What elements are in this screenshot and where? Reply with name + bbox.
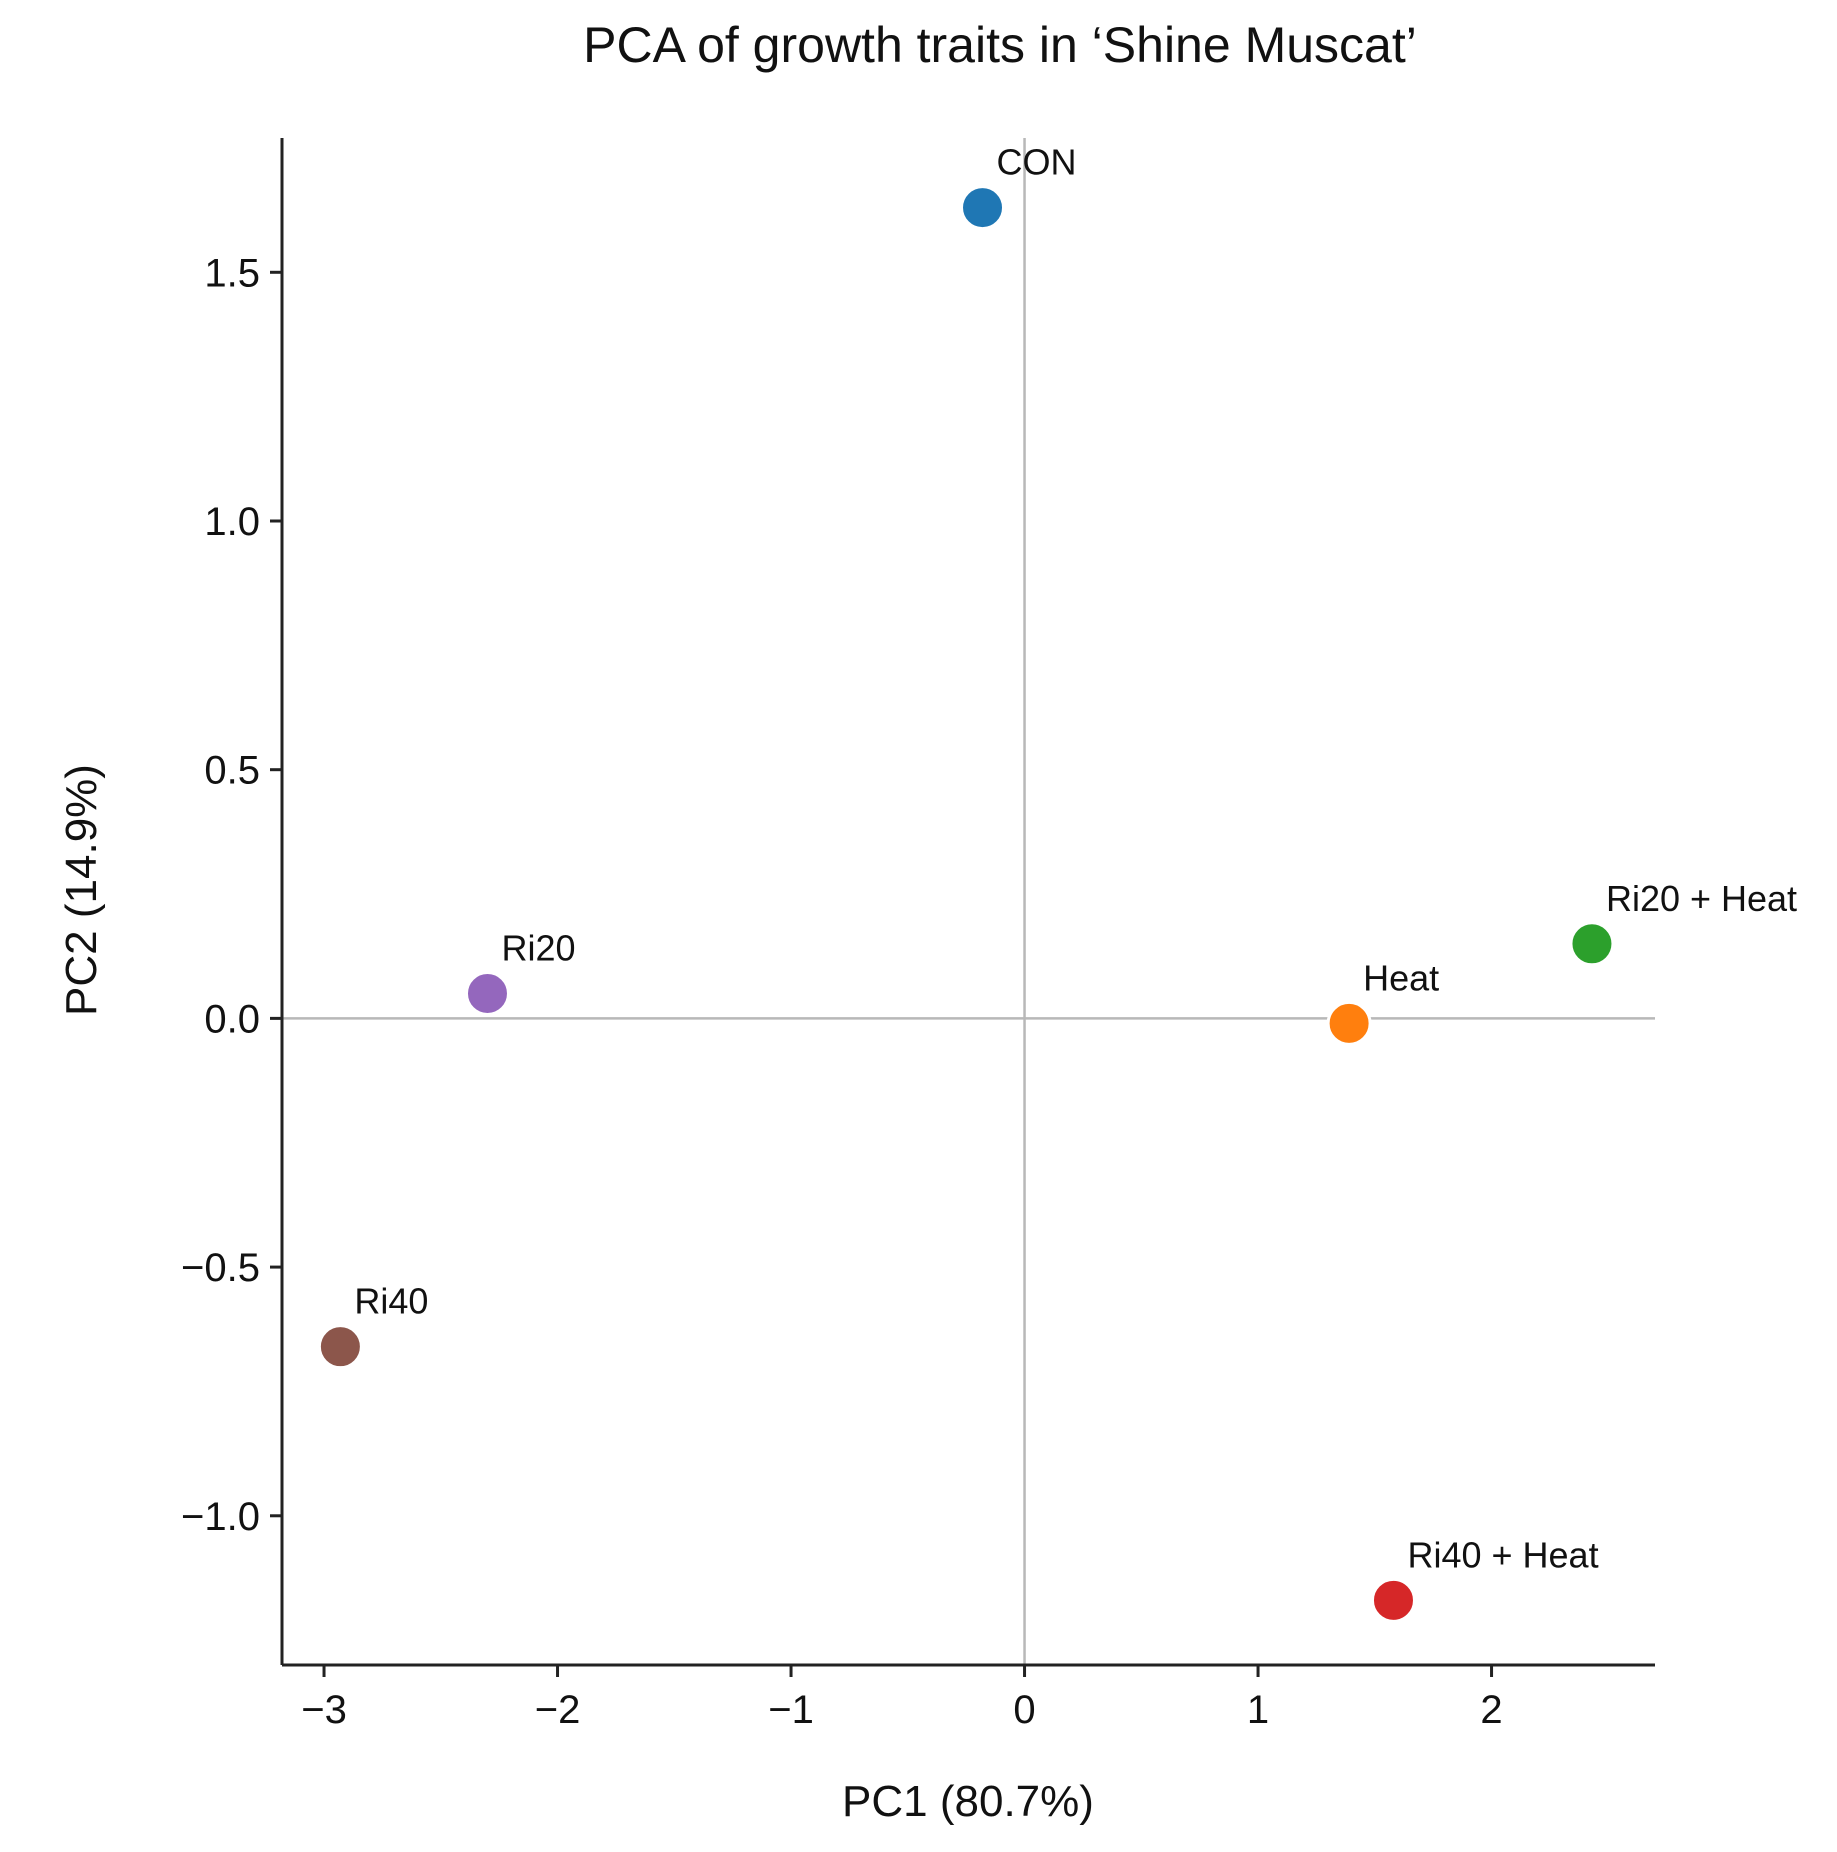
point-label: Ri20 + Heat xyxy=(1606,878,1797,919)
axes xyxy=(280,138,1655,1667)
chart-title: PCA of growth traits in ‘Shine Muscat’ xyxy=(583,17,1417,73)
x-tick-label: 1 xyxy=(1247,1688,1269,1732)
data-point xyxy=(1370,1577,1416,1623)
point-label: Ri20 xyxy=(501,928,575,969)
point-label: Ri40 xyxy=(354,1281,428,1322)
y-tick-label: −0.5 xyxy=(181,1246,260,1290)
x-tick-label: −1 xyxy=(768,1688,814,1732)
y-tick-label: 1.0 xyxy=(204,500,260,544)
x-tick-label: 2 xyxy=(1480,1688,1502,1732)
y-tick-label: −1.0 xyxy=(181,1495,260,1539)
plot-area: −3 −2 −1 0 1 2 −1.0 −0.5 0.0 0.5 1.0 1.5 CON Ri20 Ri… xyxy=(181,138,1797,1732)
data-point xyxy=(1569,921,1615,967)
y-axis-title: PC2 (14.9%) xyxy=(57,764,106,1016)
point-label: Heat xyxy=(1363,957,1439,998)
y-tick-label: 1.5 xyxy=(204,251,260,295)
point-labels: CON Ri20 Ri40 Heat Ri20 + Heat Ri40 + Heat xyxy=(354,142,1797,1576)
x-tick-label: −2 xyxy=(535,1688,581,1732)
point-label: CON xyxy=(997,142,1077,183)
x-axis-title: PC1 (80.7%) xyxy=(842,1777,1094,1826)
data-point xyxy=(1326,1000,1372,1046)
y-tick-label: 0.0 xyxy=(204,997,260,1041)
reference-lines xyxy=(282,138,1655,1665)
x-tick-label: 0 xyxy=(1013,1688,1035,1732)
data-point xyxy=(317,1324,363,1370)
point-label: Ri40 + Heat xyxy=(1407,1534,1598,1575)
x-axis-ticks: −3 −2 −1 0 1 2 xyxy=(301,1665,1503,1732)
data-points xyxy=(317,185,1615,1623)
y-tick-label: 0.5 xyxy=(204,749,260,793)
y-axis-ticks: −1.0 −0.5 0.0 0.5 1.0 1.5 xyxy=(181,251,282,1539)
data-point xyxy=(960,185,1006,231)
data-point xyxy=(464,971,510,1017)
x-tick-label: −3 xyxy=(301,1688,347,1732)
